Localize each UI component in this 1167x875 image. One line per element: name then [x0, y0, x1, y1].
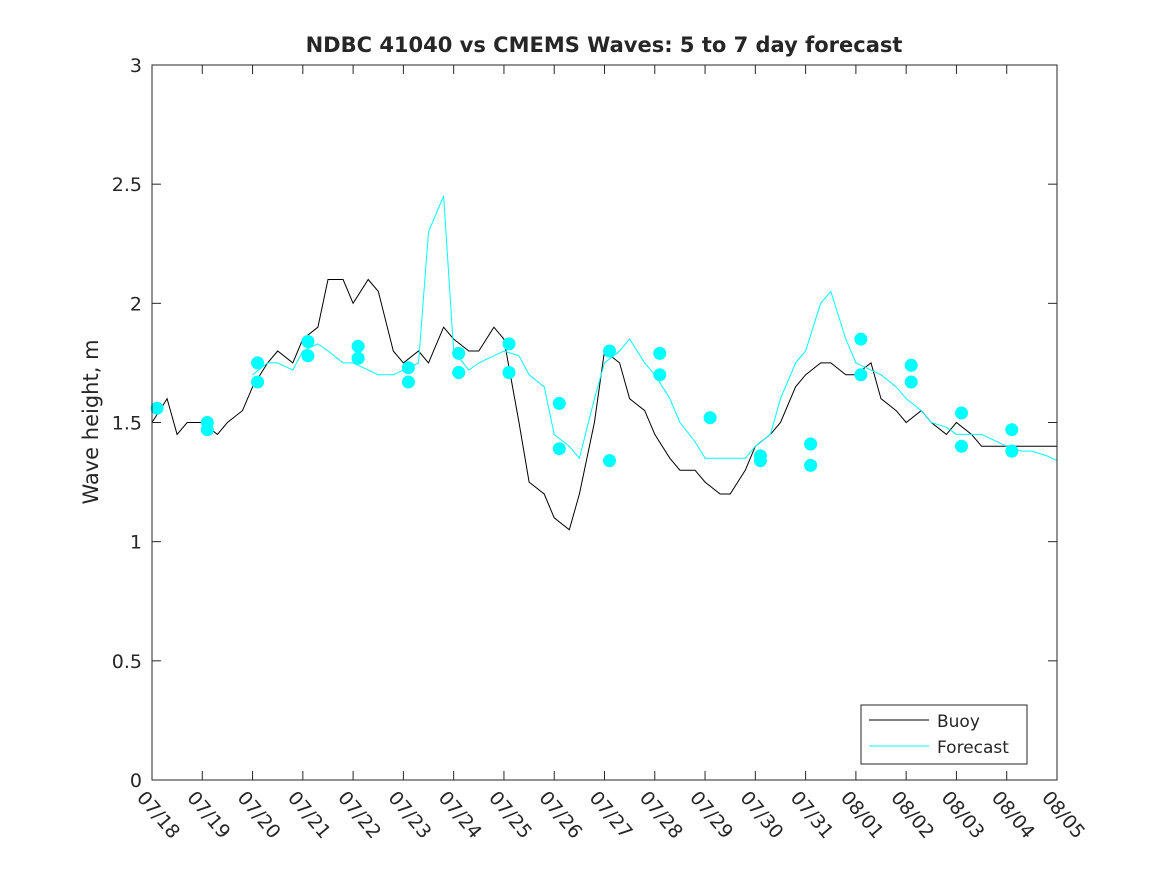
forecast-marker	[251, 375, 265, 389]
forecast-marker	[351, 339, 365, 353]
forecast-marker	[351, 351, 365, 365]
forecast-marker	[401, 375, 415, 389]
forecast-marker	[854, 368, 868, 382]
forecast-marker	[955, 406, 968, 420]
forecast-marker	[1005, 444, 1019, 458]
y-tick-label: 1.5	[112, 413, 142, 435]
chart-title: NDBC 41040 vs CMEMS Waves: 5 to 7 day fo…	[306, 33, 903, 57]
forecast-marker	[603, 344, 616, 358]
legend-forecast-label: Forecast	[937, 738, 1009, 758]
forecast-marker	[502, 337, 516, 351]
y-tick-label: 2.5	[112, 174, 142, 196]
y-tick-label: 1	[130, 532, 142, 554]
y-tick-label: 0	[130, 770, 142, 792]
forecast-marker	[401, 361, 415, 375]
plot-area	[152, 65, 1057, 780]
forecast-marker	[552, 442, 566, 456]
forecast-marker	[854, 332, 868, 346]
forecast-marker	[955, 439, 968, 453]
forecast-marker	[904, 375, 918, 389]
legend-box	[860, 704, 1028, 765]
forecast-marker	[1005, 423, 1019, 437]
forecast-marker	[301, 335, 315, 348]
forecast-marker	[452, 366, 466, 379]
forecast-marker	[804, 458, 818, 472]
forecast-marker	[703, 411, 717, 425]
y-tick-label: 3	[130, 55, 142, 77]
legend: Buoy Forecast	[860, 704, 1028, 765]
forecast-marker	[150, 401, 164, 415]
forecast-marker	[904, 358, 918, 372]
forecast-marker	[251, 356, 265, 370]
forecast-markers	[150, 332, 1019, 472]
forecast-marker	[301, 349, 315, 363]
forecast-marker	[552, 396, 566, 410]
y-tick-label: 2	[130, 293, 142, 315]
y-axis-label: Wave height, m	[79, 339, 103, 504]
y-tick-label: 0.5	[112, 651, 142, 673]
forecast-marker	[200, 423, 214, 437]
forecast-marker	[452, 346, 466, 360]
forecast-marker	[804, 437, 818, 451]
forecast-marker	[502, 366, 516, 379]
forecast-marker	[603, 454, 616, 468]
legend-buoy-label: Buoy	[937, 712, 980, 732]
forecast-marker	[653, 346, 667, 360]
y-axis-ticks: 0 0.5 1 1.5 2 2.5 3	[112, 55, 1057, 792]
forecast-marker	[653, 368, 667, 382]
forecast-marker	[753, 454, 767, 468]
plot-frame	[151, 64, 1058, 781]
